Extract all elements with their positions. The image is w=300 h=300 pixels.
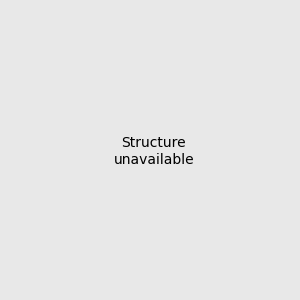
Text: Structure
unavailable: Structure unavailable xyxy=(113,136,194,166)
